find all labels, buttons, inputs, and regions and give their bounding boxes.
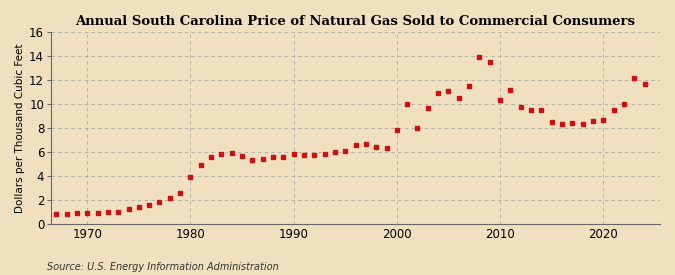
Y-axis label: Dollars per Thousand Cubic Feet: Dollars per Thousand Cubic Feet bbox=[15, 43, 25, 213]
Title: Annual South Carolina Price of Natural Gas Sold to Commercial Consumers: Annual South Carolina Price of Natural G… bbox=[76, 15, 636, 28]
Text: Source: U.S. Energy Information Administration: Source: U.S. Energy Information Administ… bbox=[47, 262, 279, 272]
